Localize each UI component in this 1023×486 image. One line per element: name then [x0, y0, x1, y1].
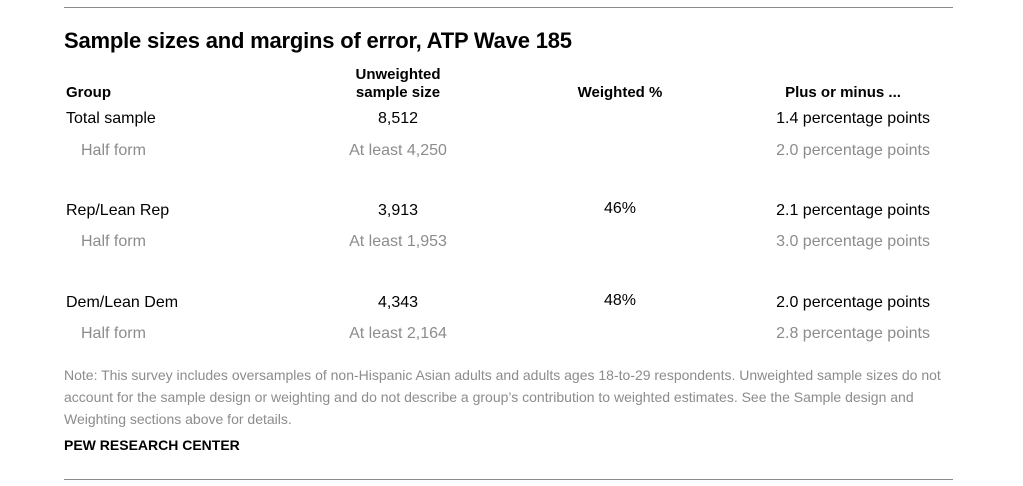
row-margin-of-error: 2.0 percentage points	[776, 142, 930, 159]
row-sample-size: 4,343	[377, 294, 419, 311]
row-margin-of-error: 2.8 percentage points	[776, 325, 930, 342]
bottom-rule	[64, 479, 953, 480]
row-sample-size: At least 2,164	[349, 325, 447, 342]
header-margin-of-error: Plus or minus ...	[785, 84, 901, 101]
header-unweighted-line1: Unweighted	[355, 66, 441, 83]
table-row: Half form At least 1,953 3.0 percentage …	[0, 233, 1023, 257]
table-row: Dem/Lean Dem 4,343 48% 2.0 percentage po…	[0, 292, 1023, 318]
row-group: Dem/Lean Dem	[66, 294, 179, 311]
header-weighted: Weighted %	[577, 84, 663, 101]
row-sample-size: At least 4,250	[349, 142, 447, 159]
top-rule	[64, 7, 953, 8]
row-sample-size: 8,512	[377, 110, 419, 127]
row-group: Rep/Lean Rep	[66, 202, 170, 219]
row-group: Half form	[81, 142, 146, 159]
source-credit: PEW RESEARCH CENTER	[64, 437, 240, 453]
row-margin-of-error: 2.1 percentage points	[776, 202, 930, 219]
row-sample-size: 3,913	[377, 202, 419, 219]
header-unweighted-line2: sample size	[355, 84, 441, 101]
table-row: Rep/Lean Rep 3,913 46% 2.1 percentage po…	[0, 200, 1023, 226]
header-unweighted-sample-size: Unweighted sample size	[298, 66, 498, 102]
table-title: Sample sizes and margins of error, ATP W…	[64, 28, 572, 53]
table-row: Half form At least 2,164 2.8 percentage …	[0, 325, 1023, 349]
header-group: Group	[66, 84, 111, 101]
row-margin-of-error: 3.0 percentage points	[776, 233, 930, 250]
row-sample-size: At least 1,953	[349, 233, 447, 250]
footnote: Note: This survey includes oversamples o…	[64, 367, 941, 427]
table-row: Total sample 8,512 1.4 percentage points	[0, 110, 1023, 134]
row-margin-of-error: 1.4 percentage points	[776, 110, 930, 127]
row-margin-of-error: 2.0 percentage points	[776, 294, 930, 311]
row-weighted: 48%	[603, 292, 637, 309]
row-weighted: 46%	[603, 200, 637, 217]
row-group: Total sample	[66, 110, 156, 127]
row-group: Half form	[81, 233, 146, 250]
row-group: Half form	[81, 325, 146, 342]
table-row: Half form At least 4,250 2.0 percentage …	[0, 142, 1023, 166]
